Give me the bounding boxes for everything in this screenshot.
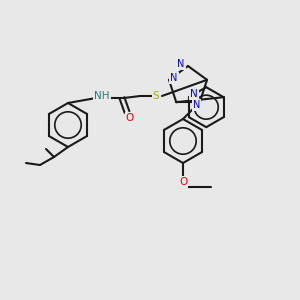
- Text: O: O: [179, 177, 187, 187]
- Text: N: N: [193, 100, 200, 110]
- Text: N: N: [170, 73, 178, 83]
- Text: O: O: [126, 113, 134, 123]
- Text: N: N: [177, 59, 185, 69]
- Text: S: S: [153, 91, 159, 101]
- Text: N: N: [190, 89, 198, 99]
- Text: NH: NH: [94, 91, 110, 101]
